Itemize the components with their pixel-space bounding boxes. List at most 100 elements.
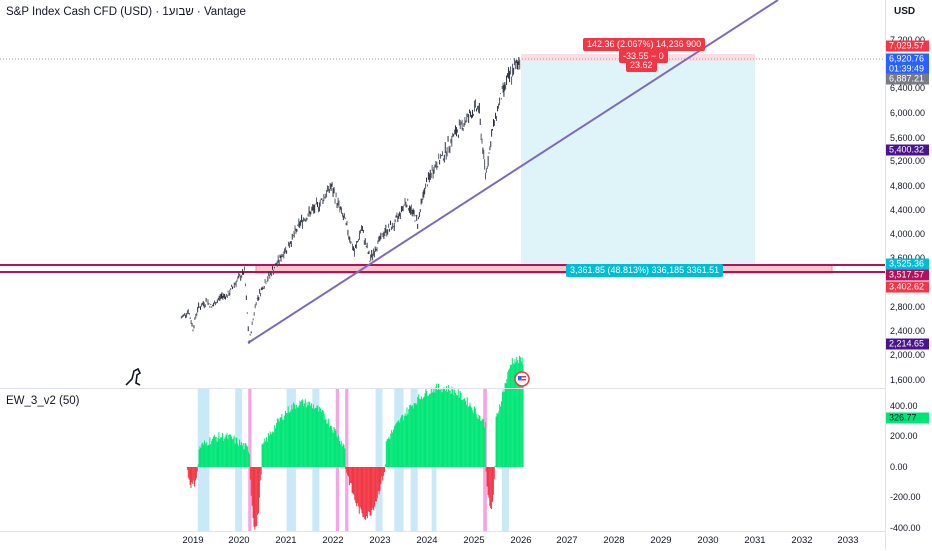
histogram-bar — [434, 393, 435, 467]
histogram-bar — [479, 416, 480, 467]
histogram-bar — [376, 467, 377, 501]
price-tick: 2,000.00 — [890, 350, 925, 360]
histogram-bar — [391, 430, 392, 467]
histogram-bar — [328, 419, 329, 467]
price-tag-support: 3,517.57 — [886, 270, 929, 281]
histogram-bar — [369, 467, 370, 512]
histogram-bar — [509, 368, 510, 467]
histogram-bar — [401, 416, 402, 467]
histogram-bar — [308, 402, 309, 467]
histogram-bar — [219, 439, 220, 467]
price-tick: 2,400.00 — [890, 326, 925, 336]
time-tick: 2025 — [463, 535, 484, 546]
histogram-bar — [256, 467, 257, 526]
histogram-bar — [466, 405, 467, 467]
histogram-bar — [398, 420, 399, 467]
histogram-bar — [204, 440, 205, 467]
histogram-bar — [226, 433, 227, 467]
indicator-title[interactable]: EW_3_v2 (50) — [6, 395, 80, 407]
histogram-bar — [335, 431, 336, 467]
histogram-bar — [187, 467, 188, 470]
histogram-bar — [289, 412, 290, 467]
histogram-bar — [370, 467, 371, 516]
histogram-bar — [298, 405, 299, 467]
histogram-bar — [190, 467, 191, 485]
histogram-bar — [389, 439, 390, 467]
histogram-bar — [286, 413, 287, 467]
histogram-bar — [220, 437, 221, 467]
histogram-bar — [388, 437, 389, 467]
histogram-bar — [266, 437, 267, 467]
histogram-bar — [279, 421, 280, 467]
histogram-bar — [344, 448, 345, 467]
histogram-bar — [294, 404, 295, 467]
histogram-bar — [195, 467, 196, 481]
histogram-bar — [394, 426, 395, 467]
currency-label[interactable]: USD — [894, 6, 915, 17]
histogram-bar — [493, 467, 494, 495]
histogram-bar — [428, 396, 429, 467]
histogram-bar — [321, 412, 322, 467]
indicator-tick: -200.00 — [890, 492, 921, 502]
histogram-bar — [399, 423, 400, 467]
histogram-bar — [231, 436, 232, 467]
histogram-bar — [235, 444, 236, 467]
histogram-bar — [341, 441, 342, 467]
histogram-bar — [387, 439, 388, 467]
indicator-value-tag: 326.77 — [886, 413, 929, 424]
histogram-bar — [382, 467, 383, 480]
histogram-bar — [237, 444, 238, 467]
histogram-bar — [211, 441, 212, 467]
histogram-bar — [431, 388, 432, 467]
histogram-bar — [373, 467, 374, 510]
histogram-bar — [234, 436, 235, 467]
time-tick: 2023 — [369, 535, 390, 546]
histogram-bar — [374, 467, 375, 507]
histogram-bar — [223, 441, 224, 467]
histogram-bar — [487, 467, 488, 495]
histogram-bar — [379, 467, 380, 494]
histogram-bar — [348, 467, 349, 476]
histogram-bar — [375, 467, 376, 501]
histogram-bar — [199, 449, 200, 467]
histogram-bar — [433, 388, 434, 467]
histogram-bar — [400, 418, 401, 467]
histogram-bar — [508, 370, 509, 467]
histogram-bar — [206, 442, 207, 467]
histogram-bar — [222, 433, 223, 467]
price-chart[interactable] — [0, 0, 885, 531]
histogram-bar — [397, 422, 398, 467]
histogram-bar — [293, 402, 294, 467]
histogram-bar — [427, 396, 428, 467]
histogram-bar — [312, 408, 313, 467]
indicator-tick: -400.00 — [890, 523, 921, 533]
price-tick: 5,600.00 — [890, 133, 925, 143]
histogram-bar — [352, 467, 353, 493]
histogram-bar — [358, 467, 359, 506]
price-tick: 4,400.00 — [890, 205, 925, 215]
pane-separator[interactable] — [0, 388, 885, 389]
histogram-bar — [440, 390, 441, 467]
histogram-bar — [265, 441, 266, 467]
indicator-tick: 0.00 — [890, 462, 908, 472]
histogram-bar — [274, 425, 275, 467]
histogram-bar — [418, 394, 419, 467]
histogram-bar — [487, 467, 488, 487]
histogram-bar — [316, 408, 317, 467]
histogram-bar — [254, 467, 255, 529]
histogram-bar — [287, 413, 288, 467]
histogram-bar — [459, 398, 460, 467]
histogram-bar — [292, 409, 293, 467]
histogram-bar — [512, 358, 513, 467]
histogram-bar — [205, 443, 206, 467]
histogram-bar — [421, 396, 422, 467]
histogram-bar — [505, 383, 506, 467]
price-tick: 2,800.00 — [890, 302, 925, 312]
histogram-bar — [476, 414, 477, 467]
us-flag-icon[interactable] — [515, 372, 529, 386]
histogram-bar — [334, 427, 335, 467]
histogram-bar — [199, 446, 200, 467]
histogram-bar — [364, 467, 365, 519]
histogram-bar — [278, 419, 279, 467]
histogram-bar — [301, 400, 302, 467]
